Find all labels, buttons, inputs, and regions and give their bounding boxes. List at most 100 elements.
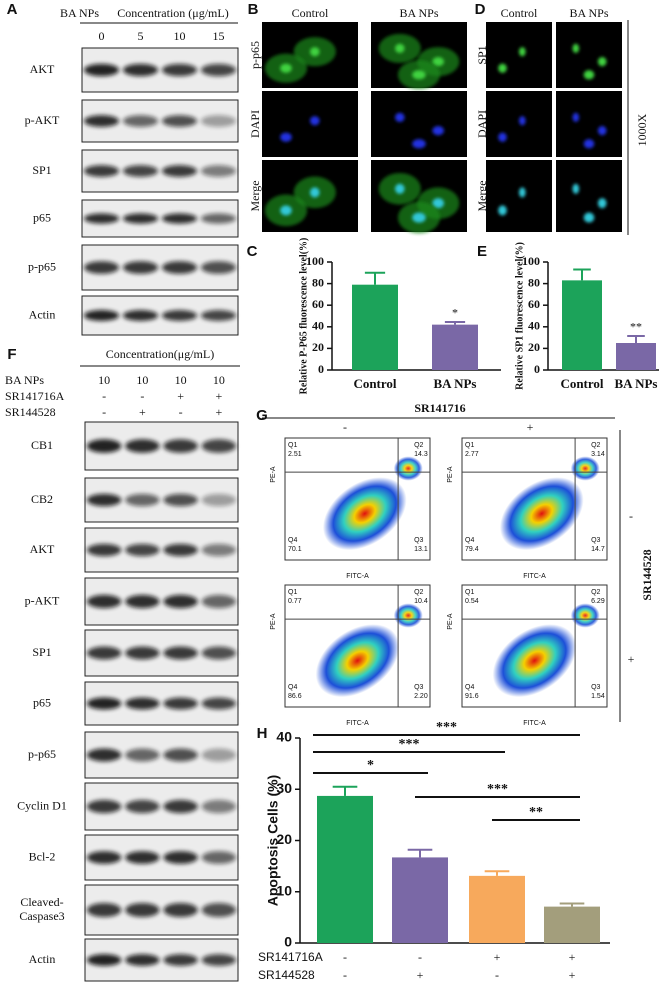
panel-label: A xyxy=(7,1,18,18)
nucleus xyxy=(597,198,607,209)
band xyxy=(163,748,198,762)
concentration: 10 xyxy=(174,29,186,43)
quadrant-name: Q2 xyxy=(414,442,423,449)
band xyxy=(86,748,122,762)
y-tick-label: 80 xyxy=(528,275,540,289)
quadrant-name: Q4 xyxy=(288,537,297,544)
y-tick-label: 30 xyxy=(276,780,292,796)
blot-label: AKT xyxy=(30,542,55,556)
blot xyxy=(81,295,239,336)
nucleus xyxy=(412,70,426,80)
nucleus xyxy=(280,132,292,142)
quadrant-name: Q3 xyxy=(591,684,600,691)
condition-mark: - xyxy=(343,950,347,964)
row-label: DAPI xyxy=(248,110,262,138)
band xyxy=(83,165,120,177)
axis-label: FITC-A xyxy=(523,573,546,580)
condition-name: SR141716A xyxy=(258,950,323,964)
band xyxy=(86,697,122,710)
blot-label: Caspase3 xyxy=(19,909,64,923)
nucleus xyxy=(519,116,526,126)
quadrant-value: 1.54 xyxy=(591,693,605,700)
band xyxy=(83,261,120,274)
y-tick-label: 80 xyxy=(312,275,324,289)
flow-plot xyxy=(284,584,431,708)
micrograph xyxy=(262,22,358,88)
micrograph xyxy=(556,160,622,232)
panel-label: F xyxy=(7,346,16,363)
significance: *** xyxy=(399,737,420,752)
nucleus xyxy=(519,187,526,198)
band xyxy=(163,646,198,660)
band xyxy=(122,165,159,177)
nucleus xyxy=(412,212,426,223)
y-tick-label: 10 xyxy=(276,882,292,898)
micrograph xyxy=(556,22,622,88)
micrograph xyxy=(262,91,358,157)
blot-label: Actin xyxy=(29,307,56,321)
band xyxy=(83,115,120,127)
band xyxy=(200,213,237,224)
nucleus xyxy=(572,183,580,194)
band xyxy=(201,493,237,507)
nucleus xyxy=(583,70,595,80)
blot-label: p-p65 xyxy=(28,747,56,761)
quadrant-value: 86.6 xyxy=(288,693,302,700)
blot xyxy=(84,681,239,726)
factor-mark: - xyxy=(629,509,633,523)
factor-label: SR141716 xyxy=(414,401,465,415)
nucleus xyxy=(498,205,507,216)
row-label: SP1 xyxy=(475,45,489,64)
band xyxy=(125,594,160,609)
blot-label: AKT xyxy=(30,62,55,76)
nucleus xyxy=(395,183,405,194)
condition-mark: + xyxy=(177,389,184,403)
y-tick-label: 100 xyxy=(306,254,324,268)
density xyxy=(322,477,407,551)
micrograph xyxy=(486,160,552,232)
band xyxy=(125,697,160,710)
condition-mark: - xyxy=(495,968,499,982)
quadrant-value: 70.1 xyxy=(288,546,302,553)
axis-label: PE-A xyxy=(270,466,277,483)
blot xyxy=(84,477,239,523)
band xyxy=(161,261,198,274)
y-tick-label: 20 xyxy=(276,831,292,847)
y-tick-label: 40 xyxy=(528,319,540,333)
band xyxy=(161,213,198,224)
blot-label: SP1 xyxy=(32,163,51,177)
band xyxy=(200,261,237,274)
bar xyxy=(317,795,373,943)
blot-label: p-AKT xyxy=(25,593,60,607)
significance: * xyxy=(452,306,458,320)
significance: *** xyxy=(487,782,508,797)
micrograph xyxy=(262,160,358,232)
band xyxy=(201,903,237,917)
header: Concentration (μg/mL) xyxy=(117,6,228,20)
image-bg xyxy=(486,160,552,232)
condition-name: SR141716A xyxy=(5,389,65,403)
image-bg xyxy=(486,91,552,157)
condition-mark: 10 xyxy=(98,373,110,387)
band xyxy=(200,310,237,321)
condition-mark: - xyxy=(102,405,106,419)
axis-label: FITC-A xyxy=(523,720,546,727)
band xyxy=(200,63,237,77)
quadrant-value: 3.14 xyxy=(591,451,605,458)
blot-label: p-AKT xyxy=(25,113,60,127)
y-tick-label: 0 xyxy=(318,362,324,376)
bar xyxy=(469,875,525,943)
band xyxy=(163,954,198,966)
blot xyxy=(84,421,239,471)
nucleus xyxy=(280,205,292,216)
band xyxy=(86,903,122,917)
condition-mark: - xyxy=(343,968,347,982)
bar xyxy=(432,324,478,370)
blot xyxy=(81,47,239,93)
condition-mark: + xyxy=(494,950,501,964)
nucleus xyxy=(395,43,405,54)
condition-mark: - xyxy=(179,405,183,419)
y-tick-label: 0 xyxy=(284,934,292,950)
blot-label: Actin xyxy=(29,952,56,966)
band xyxy=(201,748,237,762)
